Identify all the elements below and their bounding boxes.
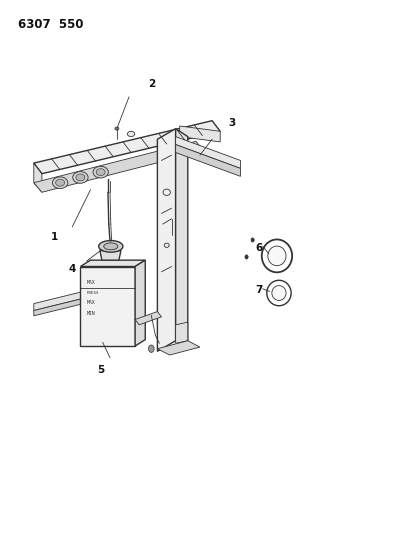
Polygon shape (135, 312, 162, 325)
Ellipse shape (127, 131, 135, 136)
Ellipse shape (272, 286, 286, 301)
Polygon shape (80, 260, 145, 266)
Ellipse shape (115, 127, 119, 130)
Text: MAX: MAX (86, 280, 95, 285)
Ellipse shape (96, 168, 105, 175)
Polygon shape (180, 126, 220, 142)
Polygon shape (34, 120, 220, 174)
Text: 6: 6 (255, 243, 262, 253)
Text: PRESS: PRESS (86, 291, 99, 295)
Text: 4: 4 (69, 264, 76, 274)
Text: MAX: MAX (86, 300, 95, 305)
Text: 7: 7 (255, 285, 262, 295)
Ellipse shape (104, 243, 118, 250)
Polygon shape (175, 128, 188, 349)
Polygon shape (157, 341, 200, 355)
Circle shape (251, 238, 254, 242)
Text: 5: 5 (97, 365, 104, 375)
Polygon shape (34, 163, 42, 192)
Ellipse shape (55, 179, 64, 186)
Ellipse shape (268, 246, 286, 266)
Ellipse shape (99, 240, 123, 252)
Ellipse shape (76, 174, 85, 181)
Polygon shape (34, 141, 204, 192)
Text: 1: 1 (51, 232, 58, 243)
Ellipse shape (73, 172, 88, 183)
Polygon shape (80, 266, 135, 346)
Polygon shape (157, 128, 175, 351)
Text: 2: 2 (148, 78, 155, 88)
Circle shape (149, 345, 154, 352)
Polygon shape (175, 322, 188, 343)
Polygon shape (100, 251, 121, 260)
Ellipse shape (53, 177, 68, 189)
Polygon shape (175, 136, 240, 168)
Polygon shape (34, 280, 131, 311)
Polygon shape (135, 260, 145, 346)
Polygon shape (175, 144, 240, 176)
Text: 6307  550: 6307 550 (18, 18, 83, 31)
Circle shape (245, 255, 248, 259)
Text: 3: 3 (229, 118, 236, 128)
Polygon shape (34, 287, 131, 316)
Ellipse shape (93, 166, 109, 178)
Text: MIN: MIN (86, 311, 95, 316)
